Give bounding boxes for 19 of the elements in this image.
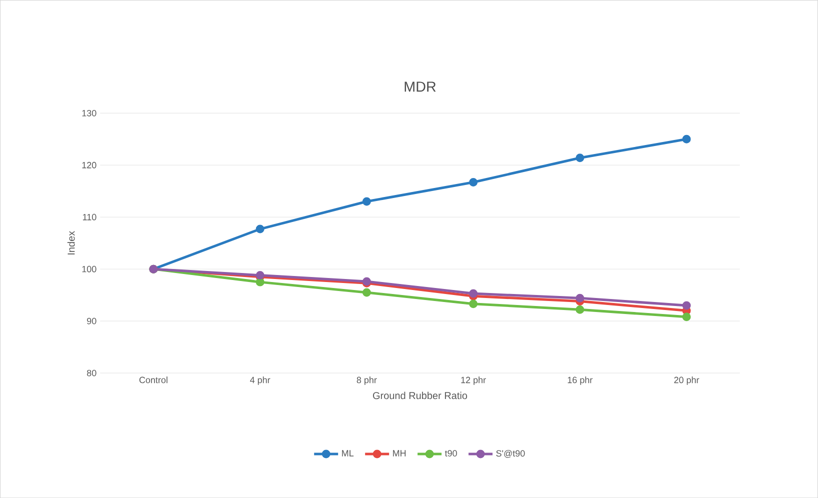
x-tick-label: 20 phr — [674, 376, 700, 385]
y-axis-title: Index — [67, 230, 75, 254]
chart-title: MDR — [404, 82, 436, 92]
x-tick-label: 4 phr — [250, 376, 270, 385]
legend-label: ML — [342, 450, 354, 456]
y-tick-label: 100 — [82, 266, 96, 272]
legend-label: t90 — [444, 450, 457, 456]
y-tick-label: 110 — [82, 214, 96, 220]
x-tick-label: 12 phr — [461, 376, 486, 385]
y-tick-label: 90 — [87, 318, 96, 324]
legend-label: S'@t90 — [496, 450, 525, 458]
x-tick-label: 8 phr — [356, 376, 377, 385]
y-tick-label: 130 — [82, 110, 96, 116]
y-tick-label: 120 — [82, 162, 96, 168]
x-tick-label: 16 phr — [568, 376, 593, 385]
x-tick-label: Control — [139, 376, 168, 384]
x-axis-title: Ground Rubber Ratio — [372, 392, 468, 400]
legend-label: MH — [393, 450, 406, 456]
y-tick-label: 80 — [87, 370, 96, 376]
